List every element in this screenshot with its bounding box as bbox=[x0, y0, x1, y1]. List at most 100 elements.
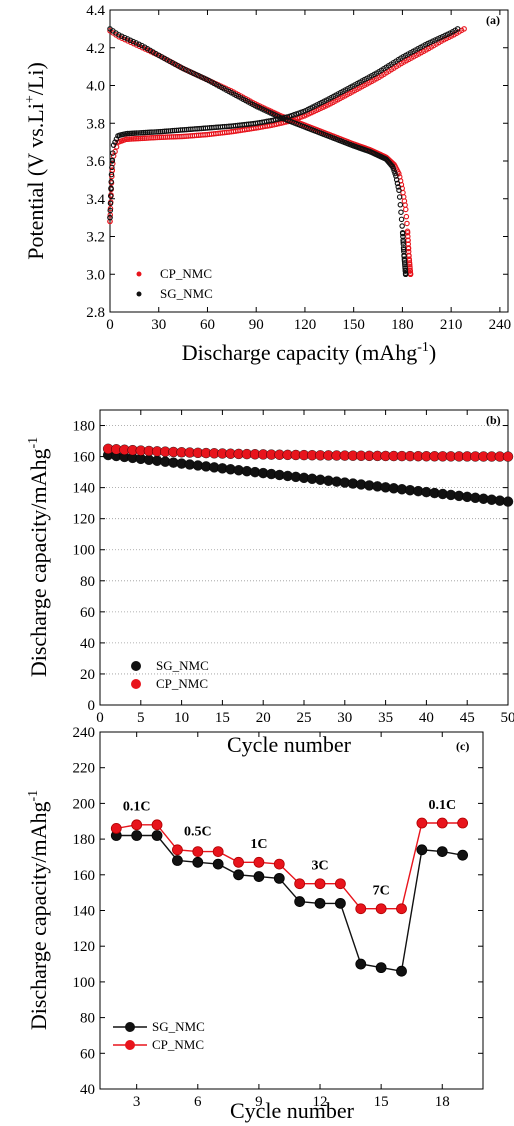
rate-label: 0.1C bbox=[428, 798, 456, 813]
legend-marker-cp-c bbox=[125, 1040, 135, 1050]
y-axis-title-a: Potential (V vs.Li+/Li) bbox=[23, 62, 48, 260]
y-tick-label: 200 bbox=[73, 796, 96, 812]
legend-label-cp-a: CP_NMC bbox=[160, 266, 212, 281]
panel-label-b: (b) bbox=[486, 413, 501, 427]
y-tick-label: 4.2 bbox=[86, 41, 105, 57]
x-axis-title-a: Discharge capacity (mAhg-1) bbox=[182, 340, 436, 365]
point-cp-nmc bbox=[273, 858, 285, 870]
point-sg-nmc-tail bbox=[401, 248, 407, 255]
y-tick-label: 3.6 bbox=[86, 154, 105, 170]
x-title-a-sup: -1 bbox=[417, 340, 429, 355]
point-sg-nmc-start bbox=[108, 179, 114, 185]
point-sg-nmc-tail bbox=[402, 263, 408, 270]
x-tick-label: 240 bbox=[489, 317, 512, 333]
point-cp-nmc-tail bbox=[405, 233, 411, 240]
x-tick-label: 3 bbox=[133, 1094, 141, 1110]
point-sg-nmc-discharge bbox=[398, 209, 404, 215]
y-title-b-main: Discharge capacity/mAhg bbox=[26, 448, 51, 677]
point-cp-nmc-charge bbox=[135, 135, 142, 142]
point-sg-nmc-discharge bbox=[177, 64, 184, 70]
y-tick-label: 3.0 bbox=[86, 267, 105, 283]
point-cp-nmc bbox=[192, 846, 204, 857]
point-sg-nmc-discharge bbox=[396, 194, 403, 200]
point-sg-nmc-start bbox=[110, 150, 116, 156]
point-sg-nmc-start bbox=[108, 171, 115, 178]
legend-label-sg-c: SG_NMC bbox=[152, 1019, 205, 1034]
legend-label-sg-b: SG_NMC bbox=[156, 658, 209, 673]
point-cp-nmc bbox=[436, 817, 448, 829]
point-sg-nmc-discharge bbox=[155, 52, 162, 58]
point-sg-nmc-tail bbox=[400, 233, 406, 240]
y-title-a-main: Potential (V vs.Li bbox=[23, 103, 48, 260]
y-tick-label: 80 bbox=[80, 1011, 95, 1027]
point-cp-nmc-discharge bbox=[125, 38, 131, 44]
line-cp-nmc bbox=[116, 822, 463, 910]
point-sg-nmc-charge bbox=[135, 130, 141, 136]
point-sg-nmc-start bbox=[107, 193, 114, 199]
point-sg-nmc-discharge bbox=[121, 34, 128, 41]
rate-label: 0.5C bbox=[184, 825, 212, 840]
point-sg-nmc-discharge bbox=[127, 37, 134, 44]
x-tick-label: 9 bbox=[255, 1094, 263, 1110]
point-cp-nmc bbox=[355, 903, 367, 915]
point-sg-nmc bbox=[212, 858, 224, 870]
y-tick-label: 40 bbox=[80, 1082, 95, 1098]
point-cp-nmc-charge bbox=[137, 135, 144, 142]
legend-marker-sg-a bbox=[136, 291, 142, 297]
plot-frame-c bbox=[99, 731, 484, 1090]
point-cp-nmc-discharge bbox=[116, 34, 122, 40]
y-axis-title-b: Discharge capacity/mAhg-1 bbox=[26, 437, 51, 677]
panel-label-c: (c) bbox=[456, 739, 469, 753]
y-tick-label: 100 bbox=[73, 975, 96, 991]
point-sg-nmc-discharge bbox=[180, 65, 186, 72]
point-cp-nmc-discharge bbox=[119, 35, 125, 41]
marks-c bbox=[110, 817, 469, 977]
point-cp-nmc bbox=[457, 817, 469, 829]
point-cp-nmc bbox=[253, 856, 265, 868]
point-sg-nmc-discharge bbox=[172, 61, 178, 67]
point-sg-nmc bbox=[314, 897, 326, 909]
point-sg-nmc-tail bbox=[400, 241, 407, 247]
y-tick-label: 3.4 bbox=[86, 192, 105, 208]
x-tick-label: 30 bbox=[337, 710, 352, 726]
x-ticks-a: 0 30 60 90 120 150 180 210 240 bbox=[106, 10, 511, 333]
point-cp-nmc-discharge bbox=[128, 39, 134, 46]
point-sg-nmc-start bbox=[107, 214, 113, 221]
y-tick-label: 60 bbox=[80, 605, 95, 621]
point-sg-nmc-discharge bbox=[395, 184, 401, 190]
point-cp-nmc-charge bbox=[139, 135, 146, 142]
line-sg-nmc bbox=[116, 834, 463, 973]
point-cp-nmc bbox=[151, 819, 163, 831]
y-tick-label: 240 bbox=[73, 725, 96, 741]
point-sg-nmc-discharge bbox=[124, 36, 131, 42]
x-tick-label: 50 bbox=[501, 710, 514, 726]
point-sg-nmc-discharge bbox=[400, 246, 407, 253]
point-sg-nmc-tail bbox=[399, 229, 406, 236]
point-cp-nmc bbox=[314, 878, 326, 890]
point-sg-nmc bbox=[355, 958, 367, 970]
point-cp-nmc-charge bbox=[130, 136, 137, 142]
x-tick-label: 45 bbox=[460, 710, 475, 726]
y-tick-label: 20 bbox=[80, 667, 95, 683]
point-sg-nmc bbox=[273, 872, 285, 884]
point-sg-nmc-discharge bbox=[185, 68, 192, 74]
x-tick-label: 15 bbox=[374, 1094, 389, 1110]
point-sg-nmc bbox=[172, 855, 183, 866]
point-sg-nmc-start bbox=[109, 164, 115, 171]
point-sg-nmc-charge bbox=[454, 26, 461, 32]
point-sg-nmc-discharge bbox=[118, 33, 125, 39]
point-sg-nmc-discharge bbox=[116, 32, 122, 38]
y-title-a-sup: + bbox=[23, 95, 38, 103]
x-tick-label: 0 bbox=[106, 317, 114, 333]
x-axis-title-c: Cycle number bbox=[230, 1098, 355, 1123]
y-axis-title-c: Discharge capacity/mAhg-1 bbox=[26, 790, 51, 1030]
point-sg-nmc-discharge bbox=[394, 180, 401, 187]
point-cp-nmc bbox=[502, 451, 514, 462]
point-sg-nmc-charge bbox=[110, 142, 117, 148]
point-sg-nmc-discharge bbox=[188, 69, 194, 75]
point-cp-nmc bbox=[416, 817, 428, 829]
point-sg-nmc-start bbox=[107, 200, 114, 207]
point-sg-nmc bbox=[416, 844, 428, 856]
point-sg-nmc-discharge bbox=[390, 165, 397, 172]
point-sg-nmc-start bbox=[109, 157, 116, 163]
